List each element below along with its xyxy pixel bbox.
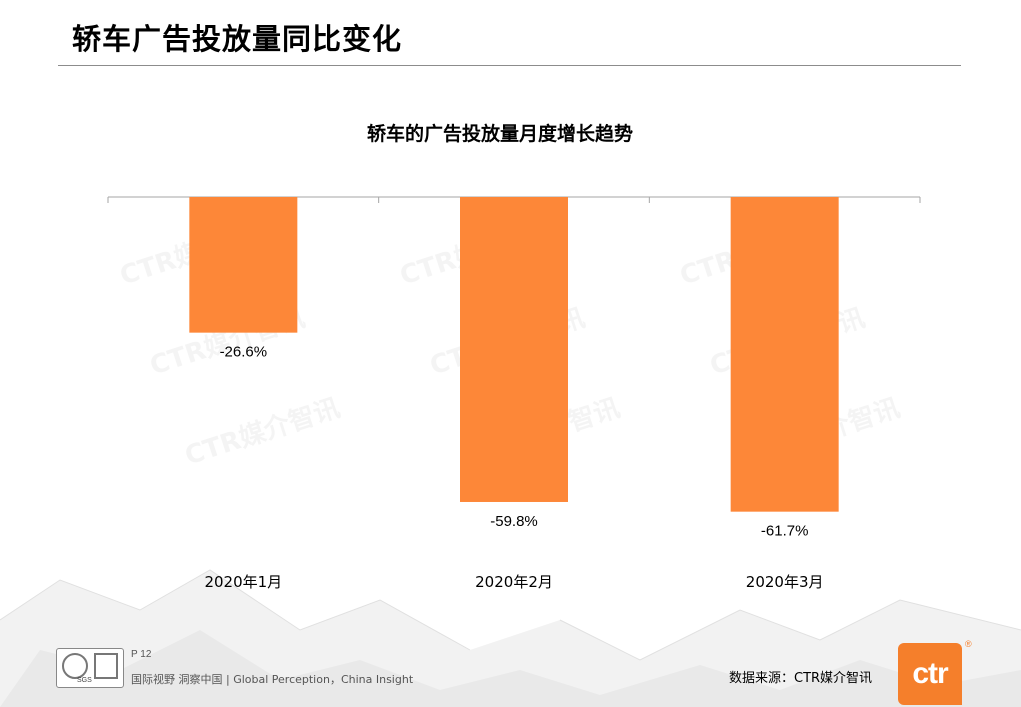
category-labels-group: 2020年1月 2020年2月 2020年3月: [204, 573, 823, 591]
title-divider: [58, 65, 961, 66]
footer-slogan: 国际视野 洞察中国 | Global Perception，China Insi…: [131, 673, 414, 686]
chart-title: 轿车的广告投放量月度增长趋势: [367, 122, 633, 145]
data-source: 数据来源：CTR媒介智讯: [729, 671, 873, 686]
cert-shield-icon: [94, 653, 118, 679]
certification-logo: SGS: [56, 648, 124, 688]
category-label: 2020年2月: [475, 573, 553, 591]
page-number: P 12: [131, 649, 152, 660]
cert-circle-icon: [62, 653, 88, 679]
watermark-text: CTR媒介智讯: [181, 393, 343, 471]
data-label: -26.6%: [220, 344, 268, 361]
bar: [730, 197, 839, 512]
registered-icon: ®: [965, 639, 972, 649]
category-label: 2020年1月: [204, 573, 282, 591]
cert-label: SGS: [77, 677, 92, 684]
bar: [460, 197, 568, 502]
background-decoration: [0, 569, 1021, 707]
bar-chart: CTR媒介智讯CTR媒介智讯CTR媒介智讯CTR媒介智讯CTR媒介智讯CTR媒介…: [107, 122, 921, 591]
slide-title: 轿车广告投放量同比变化: [72, 22, 403, 56]
value-labels-group: -26.6% -59.8% -61.7%: [220, 344, 809, 540]
ctr-logo: ctr: [898, 643, 962, 705]
data-label: -59.8%: [490, 513, 538, 530]
category-label: 2020年3月: [746, 573, 824, 591]
data-label: -61.7%: [761, 523, 809, 540]
bar: [189, 197, 298, 333]
bars-group: [189, 197, 839, 512]
